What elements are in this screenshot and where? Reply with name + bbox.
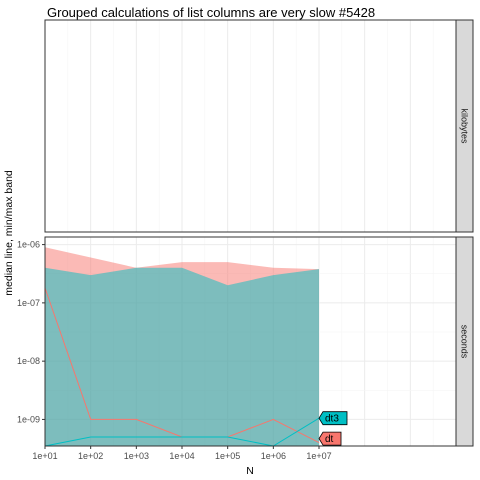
strip-seconds bbox=[455, 236, 474, 447]
direct-label-box-dt3 bbox=[318, 411, 348, 426]
strip-label-kilobytes: kilobytes bbox=[460, 108, 470, 144]
x-tick-label: 1e+04 bbox=[169, 451, 194, 461]
y-axis-ticks: 1e-09 1e-08 1e-07 1e-06 bbox=[17, 240, 45, 424]
x-tick-label: 1e+03 bbox=[124, 451, 149, 461]
x-axis-ticks: 1e+01 1e+02 1e+03 1e+04 1e+05 1e+06 1e+07 bbox=[32, 446, 332, 461]
x-tick-label: 1e+01 bbox=[32, 451, 57, 461]
y-tick-label: 1e-07 bbox=[17, 298, 40, 308]
x-tick-label: 1e+06 bbox=[261, 451, 286, 461]
x-tick-label: 1e+07 bbox=[306, 451, 331, 461]
x-axis-title: N bbox=[246, 465, 254, 477]
panel-kilobytes-grid bbox=[44, 20, 434, 232]
panel-seconds: dt3 dt seconds bbox=[44, 236, 474, 447]
x-tick-label: 1e+05 bbox=[215, 451, 240, 461]
panel-kilobytes: kilobytes bbox=[44, 19, 474, 233]
y-axis-title: median line, min/max band bbox=[3, 170, 15, 296]
direct-label-dt: dt bbox=[318, 431, 342, 446]
direct-label-text-dt: dt bbox=[325, 434, 334, 445]
direct-label-dt3: dt3 bbox=[318, 411, 348, 426]
strip-kilobytes bbox=[455, 19, 474, 233]
direct-labels: dt3 dt bbox=[318, 411, 348, 446]
series-bands bbox=[45, 247, 319, 446]
y-tick-label: 1e-08 bbox=[17, 356, 40, 366]
y-tick-label: 1e-06 bbox=[17, 240, 40, 250]
x-tick-label: 1e+02 bbox=[78, 451, 103, 461]
strip-label-seconds: seconds bbox=[460, 325, 470, 359]
direct-label-text-dt3: dt3 bbox=[325, 414, 339, 425]
y-tick-label: 1e-09 bbox=[17, 414, 40, 424]
band-dt3 bbox=[45, 267, 319, 446]
direct-label-box-dt bbox=[318, 431, 342, 446]
chart-title: Grouped calculations of list columns are… bbox=[47, 5, 375, 20]
